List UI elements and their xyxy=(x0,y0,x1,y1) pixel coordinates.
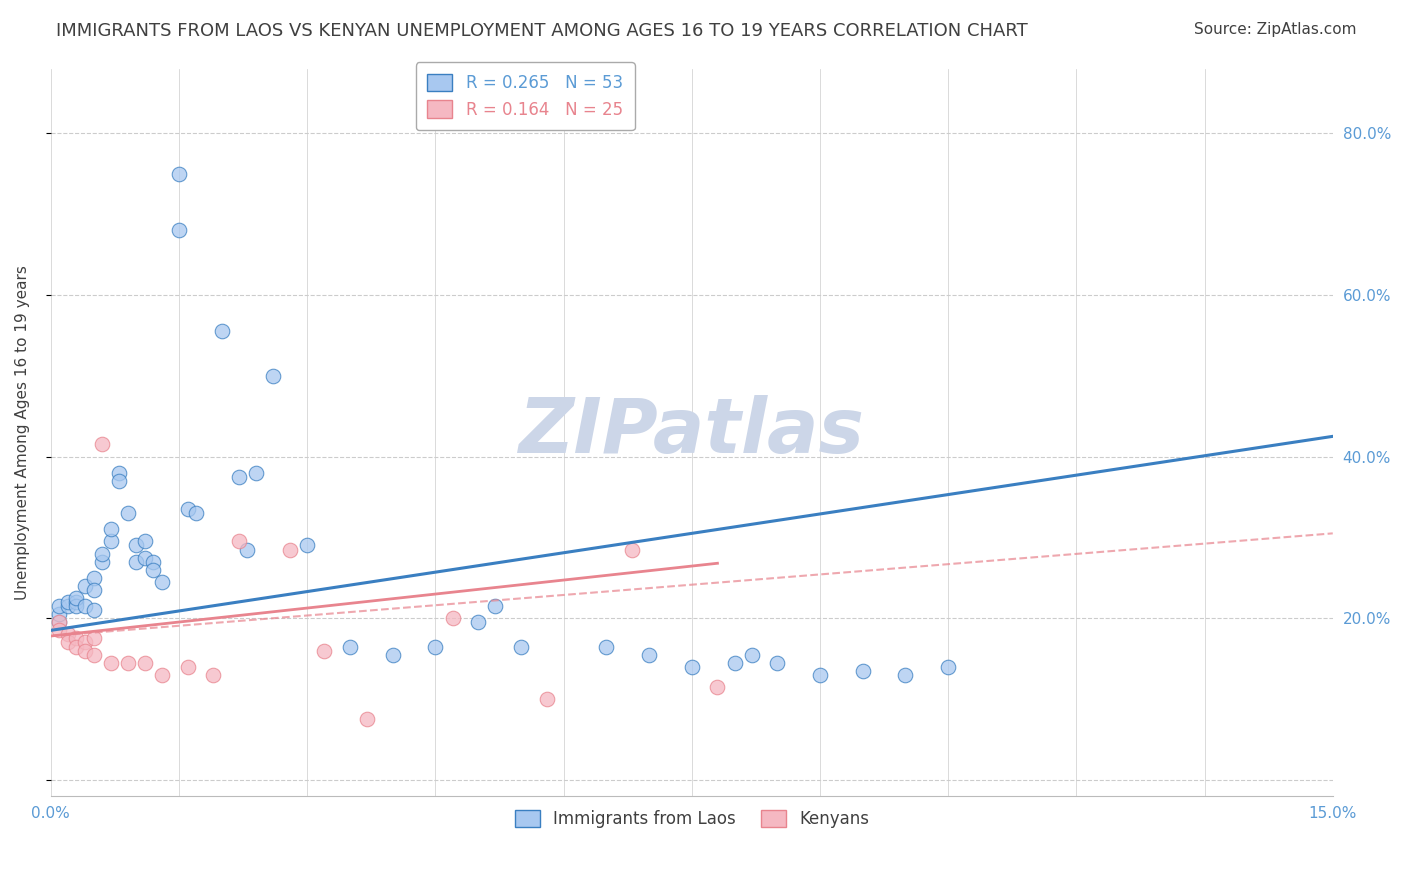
Point xyxy=(808,668,831,682)
Point xyxy=(381,648,404,662)
Point xyxy=(339,640,361,654)
Point xyxy=(176,659,198,673)
Point xyxy=(83,582,105,597)
Point xyxy=(134,534,156,549)
Point xyxy=(467,615,489,630)
Point xyxy=(638,648,661,662)
Point xyxy=(236,542,259,557)
Point xyxy=(65,591,87,605)
Point xyxy=(228,469,250,483)
Point xyxy=(245,466,267,480)
Point xyxy=(852,664,875,678)
Point xyxy=(65,632,87,646)
Point xyxy=(681,659,703,673)
Point xyxy=(536,692,558,706)
Point xyxy=(73,579,96,593)
Point xyxy=(73,635,96,649)
Point xyxy=(134,550,156,565)
Point xyxy=(125,555,148,569)
Point xyxy=(91,555,114,569)
Point xyxy=(425,640,447,654)
Point xyxy=(73,643,96,657)
Point xyxy=(48,615,70,630)
Point xyxy=(56,635,79,649)
Point xyxy=(176,502,198,516)
Point xyxy=(484,599,506,613)
Point xyxy=(48,599,70,613)
Point xyxy=(894,668,917,682)
Point xyxy=(741,648,763,662)
Point xyxy=(56,599,79,613)
Y-axis label: Unemployment Among Ages 16 to 19 years: Unemployment Among Ages 16 to 19 years xyxy=(15,265,30,599)
Point xyxy=(48,615,70,630)
Point xyxy=(211,324,233,338)
Point xyxy=(56,627,79,641)
Point xyxy=(100,656,122,670)
Point xyxy=(620,542,643,557)
Point xyxy=(100,534,122,549)
Point xyxy=(91,437,114,451)
Point xyxy=(83,632,105,646)
Point xyxy=(142,563,165,577)
Point xyxy=(297,539,319,553)
Text: IMMIGRANTS FROM LAOS VS KENYAN UNEMPLOYMENT AMONG AGES 16 TO 19 YEARS CORRELATIO: IMMIGRANTS FROM LAOS VS KENYAN UNEMPLOYM… xyxy=(56,22,1028,40)
Point xyxy=(48,624,70,638)
Point xyxy=(262,368,284,383)
Point xyxy=(65,599,87,613)
Point xyxy=(706,680,728,694)
Legend: Immigrants from Laos, Kenyans: Immigrants from Laos, Kenyans xyxy=(508,804,876,835)
Point xyxy=(65,595,87,609)
Point xyxy=(184,506,207,520)
Point xyxy=(150,574,173,589)
Point xyxy=(167,167,190,181)
Text: ZIPatlas: ZIPatlas xyxy=(519,395,865,469)
Text: Source: ZipAtlas.com: Source: ZipAtlas.com xyxy=(1194,22,1357,37)
Point xyxy=(117,656,139,670)
Point xyxy=(723,656,745,670)
Point xyxy=(100,522,122,536)
Point xyxy=(150,668,173,682)
Point xyxy=(73,599,96,613)
Point xyxy=(48,607,70,622)
Point xyxy=(766,656,789,670)
Point xyxy=(83,603,105,617)
Point xyxy=(117,506,139,520)
Point xyxy=(278,542,301,557)
Point xyxy=(936,659,959,673)
Point xyxy=(314,643,336,657)
Point xyxy=(142,555,165,569)
Point xyxy=(202,668,225,682)
Point xyxy=(108,474,131,488)
Point xyxy=(56,595,79,609)
Point xyxy=(91,547,114,561)
Point xyxy=(228,534,250,549)
Point xyxy=(441,611,464,625)
Point xyxy=(83,571,105,585)
Point xyxy=(65,640,87,654)
Point xyxy=(167,223,190,237)
Point xyxy=(356,712,378,726)
Point xyxy=(595,640,617,654)
Point xyxy=(108,466,131,480)
Point xyxy=(83,648,105,662)
Point xyxy=(509,640,531,654)
Point xyxy=(134,656,156,670)
Point xyxy=(125,539,148,553)
